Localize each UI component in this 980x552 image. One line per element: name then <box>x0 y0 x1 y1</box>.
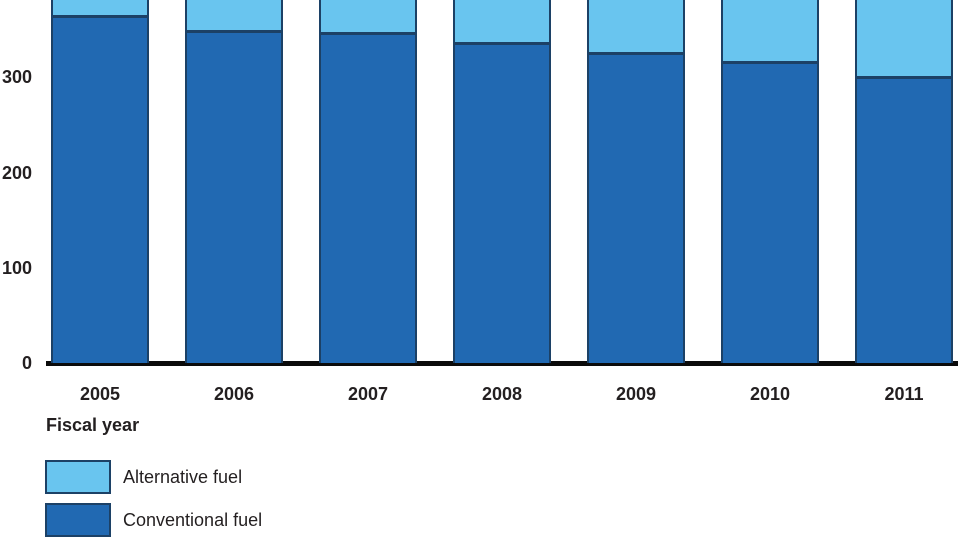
x-tick-label-2011: 2011 <box>884 384 924 404</box>
x-tick-label-2009: 2009 <box>615 384 657 404</box>
x-tick-label-2010: 2010 <box>749 384 791 404</box>
bar-2005-alternative-fuel-segment <box>51 0 149 15</box>
legend-label-alternative-fuel: Alternative fuel <box>123 467 243 487</box>
bar-2007-alternative-fuel-segment <box>319 0 417 32</box>
bar-2007-conventional-fuel-segment <box>319 32 417 363</box>
bar-2006-conventional-fuel-segment <box>185 30 283 363</box>
y-tick-label-300: 300 <box>1 67 32 88</box>
legend-label-conventional-fuel: Conventional fuel <box>123 510 263 530</box>
bar-2005-conventional-fuel-segment <box>51 15 149 363</box>
bar-2008-alternative-fuel-segment <box>453 0 551 42</box>
x-tick-label-2008: 2008 <box>481 384 523 404</box>
x-axis-line <box>46 361 958 366</box>
bar-2011-alternative-fuel-segment <box>855 0 953 76</box>
bar-2006-alternative-fuel-segment <box>185 0 283 30</box>
bar-2011-conventional-fuel-segment <box>855 76 953 363</box>
x-tick-label-2005: 2005 <box>79 384 121 404</box>
bar-2010-alternative-fuel-segment <box>721 0 819 61</box>
y-tick-label-200: 200 <box>1 162 32 183</box>
x-tick-label-2006: 2006 <box>213 384 255 404</box>
y-tick-label-100: 100 <box>1 257 32 278</box>
bar-2009-alternative-fuel-segment <box>587 0 685 52</box>
bar-2008-conventional-fuel-segment <box>453 42 551 363</box>
legend-swatch-conventional-fuel <box>45 503 111 537</box>
x-tick-label-2007: 2007 <box>347 384 389 404</box>
y-tick-label-0: 0 <box>21 353 32 373</box>
x-axis-title: Fiscal year <box>46 415 140 435</box>
bar-2009-conventional-fuel-segment <box>587 52 685 363</box>
legend-swatch-alternative-fuel <box>45 460 111 494</box>
bar-2010-conventional-fuel-segment <box>721 61 819 363</box>
